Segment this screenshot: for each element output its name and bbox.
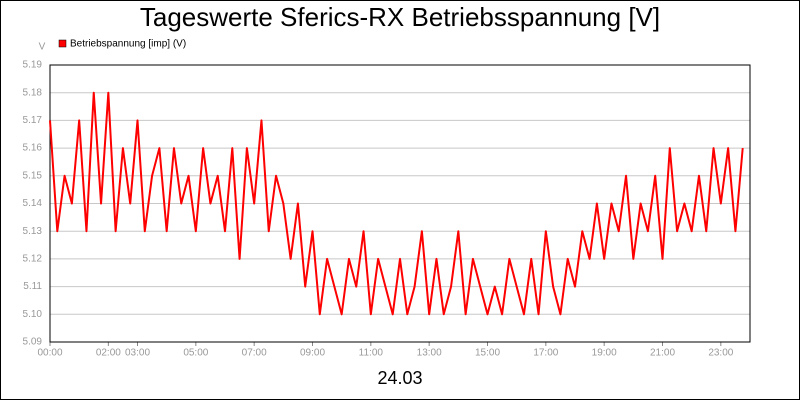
- chart-title: Tageswerte Sferics-RX Betriebsspannung […: [140, 2, 660, 32]
- x-tick-label: 02:00: [96, 348, 121, 359]
- y-tick-label: 5.13: [23, 226, 43, 237]
- y-unit: V: [39, 42, 46, 53]
- y-tick-label: 5.18: [23, 87, 43, 98]
- legend-label: Betriebspannung [imp] (V): [70, 39, 186, 50]
- x-tick-label: 13:00: [417, 348, 442, 359]
- x-tick-label: 23:00: [708, 348, 733, 359]
- y-tick-label: 5.14: [23, 198, 43, 209]
- y-tick-label: 5.17: [23, 115, 43, 126]
- x-tick-label: 03:00: [125, 348, 150, 359]
- x-tick-label: 09:00: [300, 348, 325, 359]
- plot-frame: [49, 64, 751, 343]
- y-tick-label: 5.11: [23, 281, 42, 292]
- x-axis-label: 24.03: [377, 368, 422, 388]
- x-tick-label: 15:00: [475, 348, 500, 359]
- y-tick-label: 5.15: [23, 170, 43, 181]
- y-tick-label: 5.09: [23, 337, 43, 348]
- line: [49, 91, 744, 316]
- y-tick-label: 5.12: [23, 254, 43, 265]
- x-tick-label: 07:00: [242, 348, 267, 359]
- y-tick-label: 5.10: [23, 309, 43, 320]
- y-tick-label: 5.19: [23, 60, 43, 71]
- x-tick-label: 05:00: [183, 348, 208, 359]
- x-tick-label: 11:00: [359, 348, 384, 359]
- x-tick-label: 19:00: [592, 348, 617, 359]
- x-tick-label: 21:00: [650, 348, 675, 359]
- y-tick-label: 5.16: [23, 143, 43, 154]
- x-tick-label: 00:00: [37, 348, 62, 359]
- legend-swatch: [58, 39, 67, 48]
- x-tick-label: 17:00: [533, 348, 558, 359]
